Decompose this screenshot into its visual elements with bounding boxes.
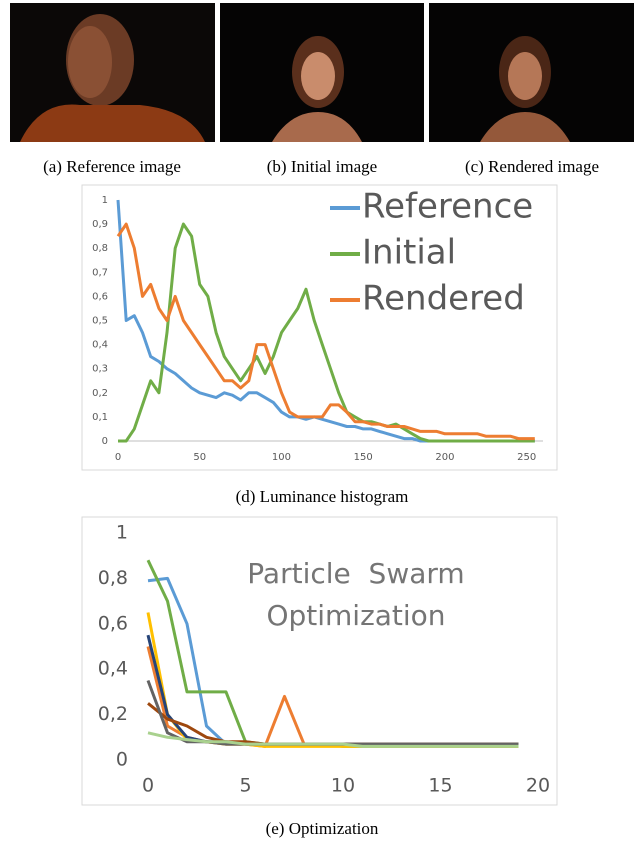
x-tick-label: 200 — [435, 452, 454, 463]
x-tick-label: 5 — [239, 775, 251, 797]
legend-label: Rendered — [362, 279, 525, 319]
y-tick-label: 0,4 — [92, 340, 108, 351]
x-tick-label: 0 — [142, 775, 154, 797]
x-tick-label: 20 — [526, 775, 550, 797]
series-line — [148, 635, 519, 744]
chart-frame — [82, 185, 557, 470]
x-tick-label: 150 — [354, 452, 373, 463]
x-tick-label: 15 — [428, 775, 452, 797]
y-tick-label: 0,4 — [98, 658, 128, 680]
legend-label: Initial — [362, 233, 456, 273]
figure: (a) Reference image (b) Initial image (c… — [0, 0, 641, 847]
y-tick-label: 0 — [102, 436, 108, 447]
x-tick-label: 250 — [517, 452, 536, 463]
legend-label: Reference — [362, 187, 533, 227]
caption: (b) Initial image — [267, 157, 377, 176]
y-tick-label: 0,1 — [92, 412, 108, 423]
y-tick-label: 1 — [102, 195, 108, 206]
x-tick-label: 50 — [193, 452, 206, 463]
initial-photo — [220, 3, 424, 142]
caption: (d) Luminance histogram — [236, 487, 409, 506]
page: (a) Reference image (b) Initial image (c… — [0, 0, 641, 847]
y-tick-label: 0,6 — [98, 612, 128, 634]
y-tick-label: 0,8 — [98, 567, 128, 589]
annotation: Particle Swarm — [247, 557, 464, 590]
y-tick-label: 0,6 — [92, 291, 108, 302]
rendered-photo — [429, 3, 634, 142]
series-line — [118, 224, 535, 439]
x-tick-label: 10 — [331, 775, 355, 797]
series-line — [148, 613, 519, 747]
y-tick-label: 0,2 — [92, 388, 108, 399]
y-tick-label: 0,9 — [92, 219, 108, 230]
series-line — [148, 647, 519, 747]
caption: (a) Reference image — [43, 157, 181, 176]
x-tick-label: 100 — [272, 452, 291, 463]
y-tick-label: 0,2 — [98, 703, 128, 725]
reference-photo — [10, 3, 215, 142]
caption: (e) Optimization — [266, 819, 379, 838]
y-tick-label: 0,3 — [92, 364, 108, 375]
y-tick-label: 0,7 — [92, 267, 108, 278]
y-tick-label: 0 — [116, 749, 128, 771]
caption: (c) Rendered image — [465, 157, 599, 176]
y-tick-label: 0,8 — [92, 243, 108, 254]
x-tick-label: 0 — [115, 452, 121, 463]
y-tick-label: 1 — [116, 522, 128, 544]
y-tick-label: 0,5 — [92, 316, 108, 327]
annotation: Optimization — [266, 599, 445, 632]
